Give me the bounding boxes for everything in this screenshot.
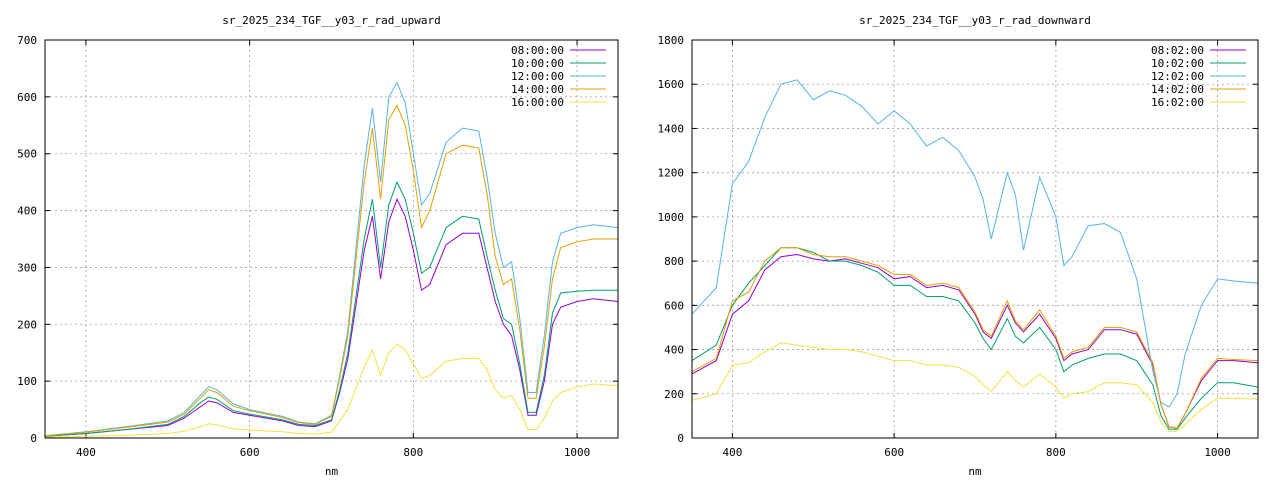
y-tick-label: 200: [17, 318, 37, 331]
legend-label: 16:00:00: [511, 96, 564, 109]
chart-panel-2: sr_2025_234_TGF__y03_r_rad_downward 0 200 4…: [658, 14, 1259, 478]
x-tick-label: 800: [403, 446, 423, 459]
series-line-12-00-00: [45, 81, 618, 437]
y-tick-label: 1200: [658, 167, 685, 180]
y-tick-label: 0: [30, 432, 37, 445]
y-tick-label: 1400: [658, 122, 685, 135]
legend-label: 12:02:00: [1151, 70, 1204, 83]
plot-frame: [691, 39, 1259, 439]
chart-title: sr_2025_234_TGF__y03_r_rad_downward: [859, 14, 1091, 27]
plot-frame: [44, 39, 619, 439]
series-line-14-00-00: [45, 104, 618, 437]
x-axis-label: nm: [968, 465, 982, 478]
y-tick-label: 1800: [658, 34, 685, 47]
x-tick-label: 800: [1046, 446, 1066, 459]
series-line-08-00-00: [45, 197, 618, 437]
legend-label: 10:02:00: [1151, 57, 1204, 70]
x-tick-label: 600: [884, 446, 904, 459]
x-tick-label: 400: [722, 446, 742, 459]
y-tick-label: 800: [664, 255, 684, 268]
y-tick-label: 100: [17, 375, 37, 388]
series-line-10-00-00: [45, 180, 618, 437]
legend-label: 10:00:00: [511, 57, 564, 70]
y-tick-label: 200: [664, 388, 684, 401]
y-tick-label: 300: [17, 261, 37, 274]
series-line-16-02-00: [692, 342, 1258, 432]
y-tick-label: 1600: [658, 78, 685, 91]
legend-label: 12:00:00: [511, 70, 564, 83]
y-tick-label: 1000: [658, 211, 685, 224]
y-tick-label: 400: [664, 344, 684, 357]
y-tick-label: 600: [664, 299, 684, 312]
series-line-12-02-00: [692, 79, 1258, 408]
legend-label: 08:00:00: [511, 44, 564, 57]
legend-label: 14:00:00: [511, 83, 564, 96]
x-tick-label: 1000: [564, 446, 591, 459]
chart-title: sr_2025_234_TGF__y03_r_rad_upward: [222, 14, 441, 27]
series-line-14-02-00: [692, 247, 1258, 429]
series-line-08-02-00: [692, 253, 1258, 429]
y-tick-label: 600: [17, 91, 37, 104]
chart-panel-1: sr_2025_234_TGF__y03_r_rad_upward 0 100 200…: [17, 14, 619, 478]
y-tick-label: 500: [17, 148, 37, 161]
y-tick-label: 400: [17, 205, 37, 218]
x-tick-label: 400: [76, 446, 96, 459]
x-tick-label: 1000: [1204, 446, 1231, 459]
legend-label: 16:02:00: [1151, 96, 1204, 109]
legend-label: 08:02:00: [1151, 44, 1204, 57]
y-tick-label: 700: [17, 34, 37, 47]
x-axis-label: nm: [325, 465, 339, 478]
series-line-10-02-00: [692, 247, 1258, 430]
x-tick-label: 600: [240, 446, 260, 459]
y-tick-label: 0: [677, 432, 684, 445]
series-line-16-00-00: [45, 343, 618, 438]
legend-label: 14:02:00: [1151, 83, 1204, 96]
